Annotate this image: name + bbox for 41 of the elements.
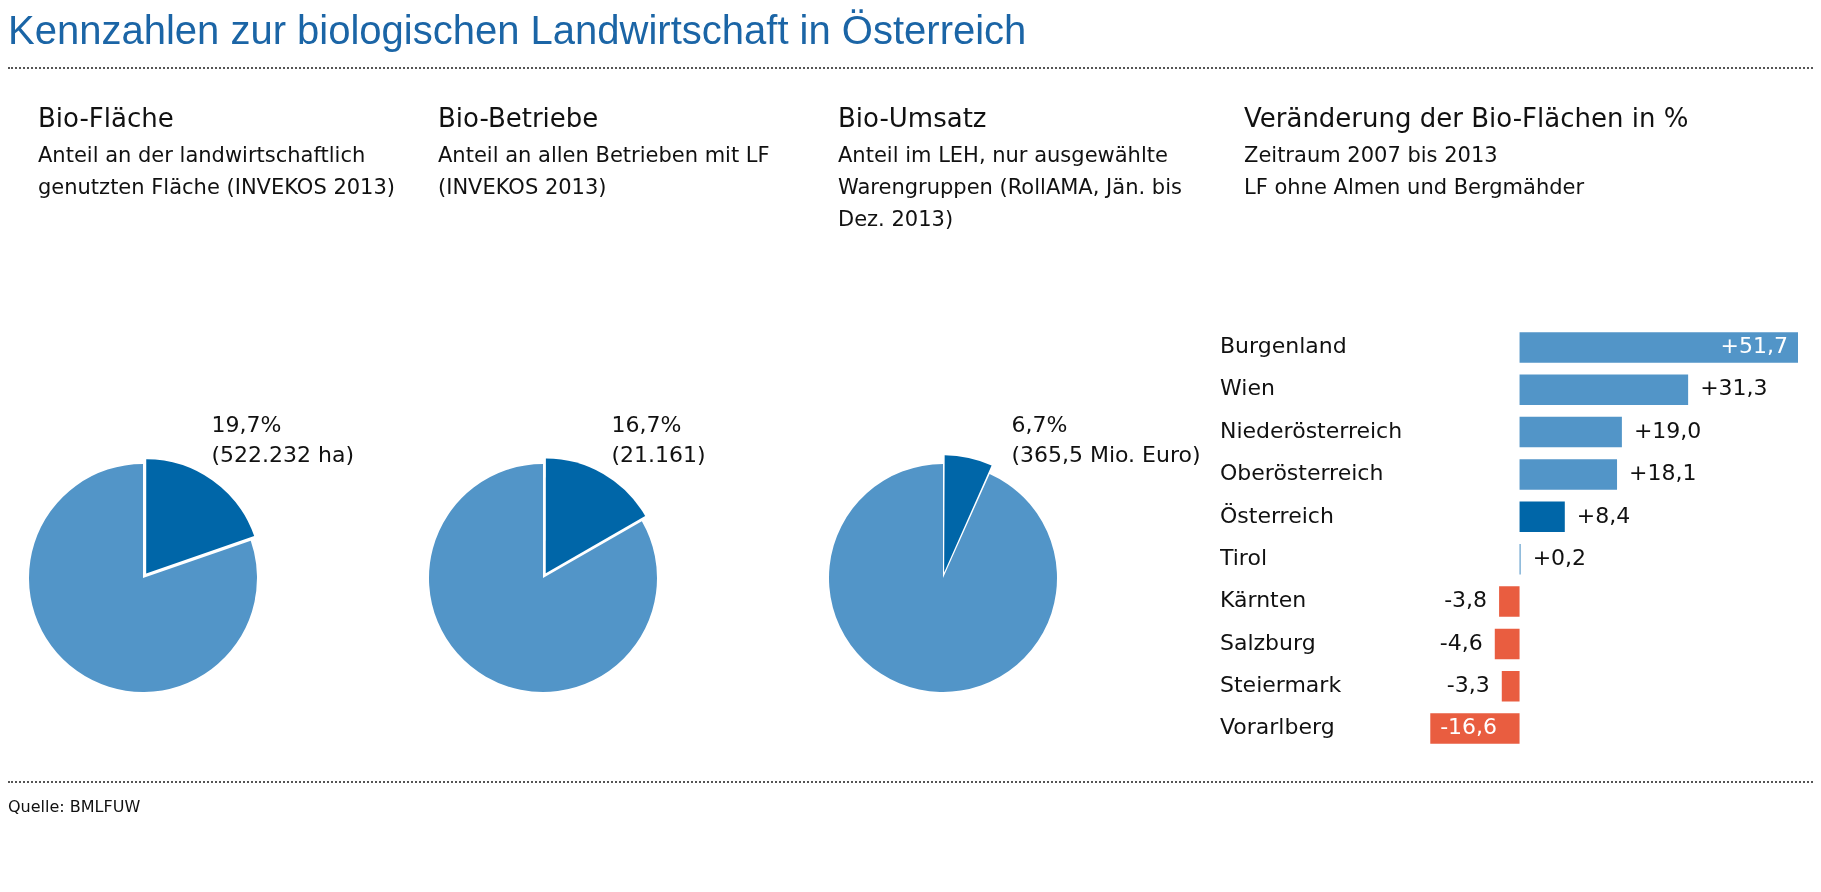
data-label: 19,7% (522.232 ha) — [211, 411, 354, 467]
data-label: +0,2 — [1532, 544, 1587, 570]
y-tick-label: Vorarlberg — [1220, 714, 1335, 740]
chart-title: Bio-Betriebe — [438, 103, 600, 133]
bar — [1519, 416, 1622, 448]
data-label: 6,7% (365,5 Mio. Euro) — [1011, 411, 1201, 467]
data-label: +8,4 — [1576, 502, 1631, 528]
y-tick-label: Niederösterreich — [1220, 417, 1403, 443]
y-tick-label: Oberösterreich — [1220, 460, 1384, 486]
chart-subtitle: Zeitraum 2007 bis 2013 LF ohne Almen und Bergmähder — [1244, 142, 1586, 201]
chart-title: Veränderung der Bio-Flächen in % — [1244, 103, 1690, 133]
y-tick-label: Wien — [1220, 375, 1275, 401]
y-tick-label: Österreich — [1220, 502, 1334, 528]
chart-title: Bio-Fläche — [38, 103, 175, 133]
bar — [1499, 586, 1520, 617]
chart-subtitle: Anteil an der landwirtschaftlich genutzten Fläche (INVEKOS 2013) — [38, 142, 397, 201]
bar — [1519, 501, 1565, 533]
data-label: 16,7% (21.161) — [611, 411, 706, 467]
chart-title: Bio-Umsatz — [838, 103, 988, 133]
data-label: -16,6 — [1440, 714, 1498, 740]
data-label: +18,1 — [1629, 460, 1697, 486]
data-label: +51,7 — [1720, 333, 1788, 359]
source-note: Quelle: BMLFUW — [8, 797, 142, 816]
y-tick-label: Steiermark — [1220, 671, 1342, 697]
chart-subtitle: Anteil im LEH, nur ausgewählte Warengruppen (RollAMA, Jän. bis Dez. 2013) — [838, 142, 1183, 233]
bar — [1519, 374, 1689, 405]
text: Kennzahlen zur biologischen Landwirtschaft in Österreich — [8, 8, 1028, 53]
y-tick-label: Burgenland — [1220, 333, 1347, 359]
data-label: -4,6 — [1439, 629, 1483, 655]
bar — [1501, 671, 1520, 702]
y-tick-label: Salzburg — [1220, 629, 1316, 655]
data-label: +19,0 — [1633, 417, 1702, 443]
data-label: -3,3 — [1446, 671, 1490, 697]
bar — [1519, 332, 1798, 363]
data-label: -3,8 — [1444, 587, 1488, 613]
bar — [1519, 459, 1618, 490]
y-tick-label: Tirol — [1219, 544, 1268, 570]
chart-subtitle: Anteil an allen Betrieben mit LF (INVEKOS 2013) — [438, 142, 771, 201]
y-tick-label: Kärnten — [1220, 587, 1307, 613]
bar — [1494, 628, 1520, 660]
data-label: +31,3 — [1700, 375, 1768, 401]
